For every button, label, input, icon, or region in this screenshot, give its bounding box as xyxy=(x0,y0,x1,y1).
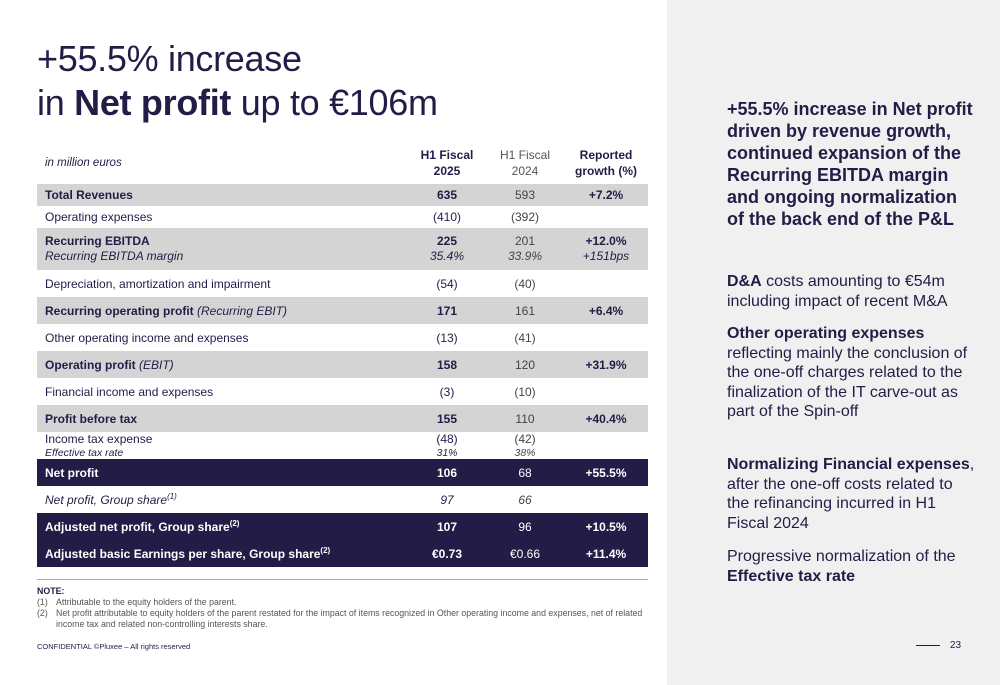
side-headline: +55.5% increase in Net profit driven by … xyxy=(727,99,973,229)
table-row: Other operating income and expenses (13)… xyxy=(45,330,536,345)
page-number-text: 23 xyxy=(950,640,962,651)
side-paragraph-da: D&A costs amounting to €54m including im… xyxy=(727,273,948,310)
title-line-2-bold: Net profit xyxy=(74,82,232,123)
page-rule xyxy=(916,645,940,646)
notes-title: NOTE: xyxy=(37,586,65,596)
header-h1-2025: H1 Fiscal 2025 xyxy=(420,148,474,178)
side-paragraph-financial: Normalizing Financial expenses, after th… xyxy=(727,456,975,532)
page-title: +55.5% increase in Net profit up to €106… xyxy=(37,37,438,125)
confidential-notice: CONFIDENTIAL ©Pluxee – All rights reserv… xyxy=(37,642,191,651)
title-line-2-pre: in xyxy=(37,82,75,123)
table-row: Recurring EBITDA Recurring EBITDA margin… xyxy=(37,228,648,270)
footnote-1: (1) Attributable to the equity holders of… xyxy=(37,597,237,607)
side-paragraph-opex: Other operating expenses reflecting main… xyxy=(727,325,968,420)
title-line-2-post: up to €106m xyxy=(231,82,438,123)
header-h1-2024: H1 Fiscal 2024 xyxy=(499,148,550,178)
main-panel xyxy=(0,0,667,685)
footnote-2: (2) Net profit attributable to equity hol… xyxy=(37,608,643,629)
table-row-adjusted: Adjusted net profit, Group share(2) 107 … xyxy=(37,513,648,540)
footnotes: NOTE: (1) Attributable to the equity hold… xyxy=(37,579,648,630)
table-row-adjusted: Adjusted basic Earnings per share, Group… xyxy=(37,540,648,567)
table-row: Total Revenues 635 593 +7.2% xyxy=(37,184,648,206)
side-paragraph-tax: Progressive normalization of the Effecti… xyxy=(727,548,956,585)
table-row: Depreciation, amortization and impairmen… xyxy=(45,276,536,291)
table-row: Profit before tax 155 110 +40.4% xyxy=(37,405,648,432)
table-row: Operating profit (EBIT) 158 120 +31.9% xyxy=(37,351,648,378)
page-number: 23 xyxy=(916,640,961,651)
table-row: Recurring operating profit (Recurring EB… xyxy=(37,297,648,324)
title-line-1: +55.5% increase xyxy=(37,38,302,79)
pl-table: in million euros H1 Fiscal 2025 H1 Fisca… xyxy=(37,142,648,567)
table-header-row: in million euros H1 Fiscal 2025 H1 Fisca… xyxy=(37,142,648,184)
header-growth: Reported growth (%) xyxy=(575,148,637,178)
side-panel xyxy=(667,0,1000,685)
unit-label: in million euros xyxy=(45,157,122,169)
table-row: Net profit, Group share(1) 97 66 xyxy=(45,492,532,507)
table-row: Operating expenses (410) (392) xyxy=(45,210,539,224)
table-row: Income tax expense Effective tax rate (4… xyxy=(45,432,536,459)
table-row: Financial income and expenses (3) (10) xyxy=(45,384,536,399)
table-row-net-profit: Net profit 106 68 +55.5% xyxy=(37,459,648,486)
